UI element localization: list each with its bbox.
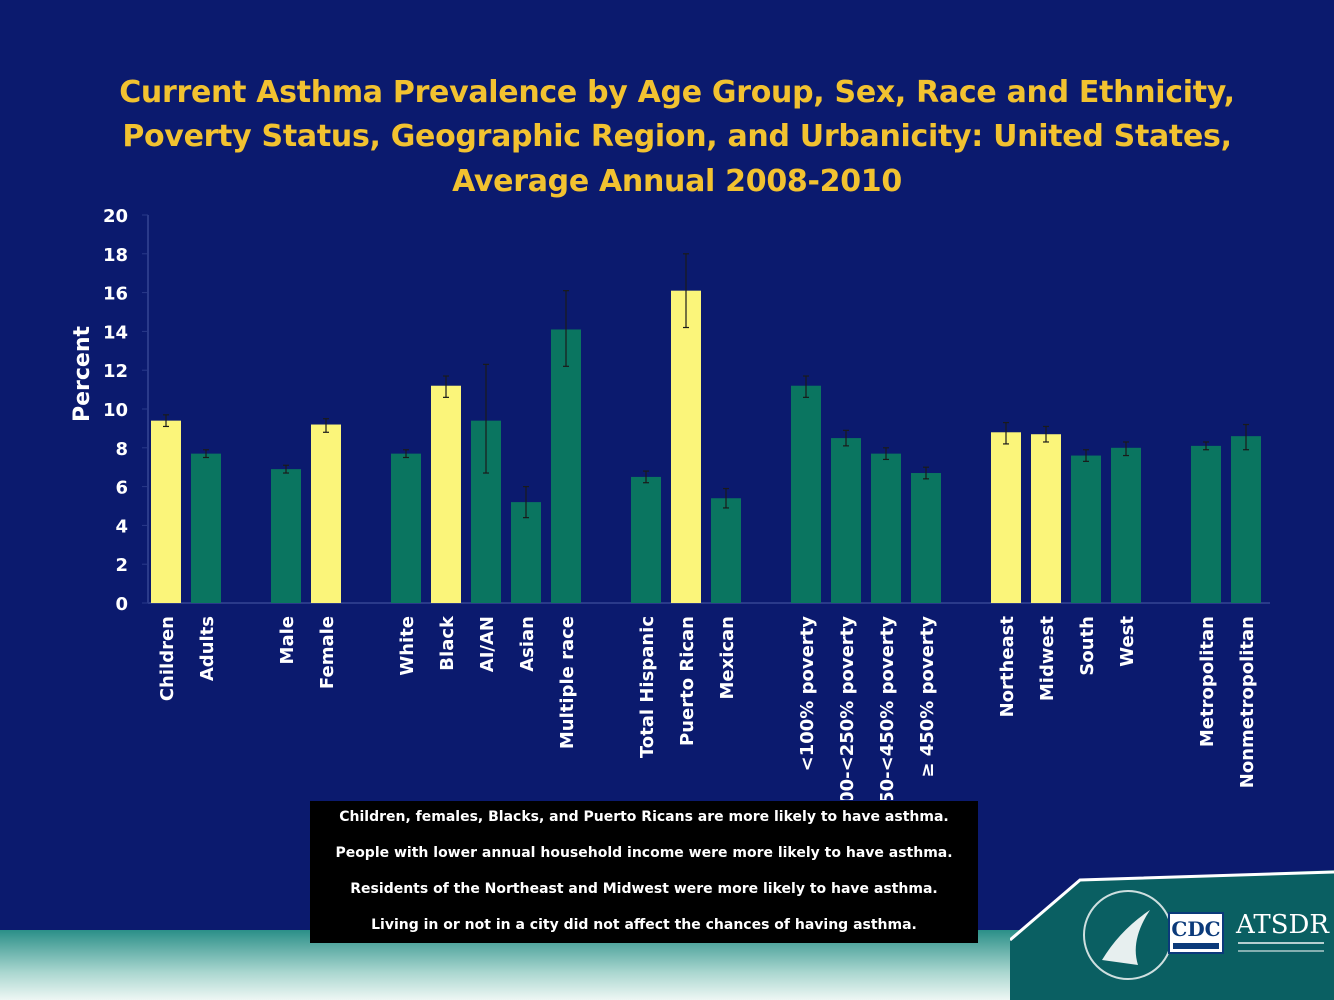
- y-tick-label: 10: [103, 400, 128, 421]
- bar: [511, 502, 541, 603]
- bar: [791, 385, 821, 603]
- cdc-logo: CDC: [1168, 912, 1224, 954]
- bar: [311, 424, 341, 603]
- y-tick-label: 2: [115, 555, 128, 576]
- x-tick-label: Mexican: [717, 616, 738, 700]
- x-tick-label: Puerto Rican: [677, 616, 698, 746]
- finding-4: Living in or not in a city did not affec…: [371, 917, 917, 933]
- y-tick-label: 20: [103, 206, 128, 227]
- bar: [1231, 436, 1261, 603]
- key-findings-box: Children, females, Blacks, and Puerto Ri…: [310, 801, 978, 943]
- x-tick-label: Nonmetropolitan: [1237, 616, 1258, 788]
- x-tick-label: White: [397, 616, 418, 676]
- x-tick-label: Female: [317, 616, 338, 689]
- bar: [1031, 434, 1061, 603]
- x-tick-label: Midwest: [1037, 616, 1058, 702]
- bar: [1111, 447, 1141, 603]
- x-tick-label: 250-<450% poverty: [877, 616, 898, 800]
- x-tick-label: Total Hispanic: [637, 616, 658, 758]
- bar: [551, 329, 581, 603]
- cdc-logo-text: CDC: [1171, 917, 1221, 941]
- bar: [631, 476, 661, 603]
- atsdr-logo-rule: [1238, 942, 1324, 952]
- bar: [871, 453, 901, 603]
- bar: [1071, 455, 1101, 603]
- x-tick-label: Children: [157, 616, 178, 701]
- x-tick-label: Male: [277, 616, 298, 664]
- finding-1: Children, females, Blacks, and Puerto Ri…: [339, 809, 949, 825]
- chart-title-line-2: Poverty Status, Geographic Region, and U…: [122, 119, 1232, 154]
- x-tick-label: AI/AN: [477, 616, 498, 672]
- x-tick-label: South: [1077, 616, 1098, 676]
- finding-3: Residents of the Northeast and Midwest w…: [350, 881, 938, 897]
- x-tick-label: West: [1117, 616, 1138, 667]
- bar: [711, 498, 741, 603]
- y-axis-label: Percent: [70, 326, 95, 423]
- bar: [831, 438, 861, 603]
- y-tick-label: 8: [115, 439, 128, 460]
- x-tick-label: <100% poverty: [797, 616, 818, 772]
- bar: [911, 473, 941, 603]
- x-tick-label: 100-<250% poverty: [837, 616, 858, 800]
- atsdr-logo: ATSDR: [1236, 910, 1329, 940]
- x-tick-label: Multiple race: [557, 616, 578, 749]
- x-tick-label: Metropolitan: [1197, 616, 1218, 747]
- bar: [671, 290, 701, 603]
- bar: [991, 432, 1021, 603]
- y-tick-label: 4: [115, 516, 128, 537]
- eagle-icon: [1102, 910, 1150, 965]
- y-tick-label: 6: [115, 478, 128, 499]
- bar-chart: 0 2 4 6 8 10 12 14 16 18 20 Percent Children Adults Ma…: [70, 206, 1270, 800]
- bar: [1191, 445, 1221, 603]
- y-tick-label: 12: [103, 361, 128, 382]
- x-tick-label: Northeast: [997, 616, 1018, 718]
- y-tick-label: 14: [103, 322, 128, 343]
- x-tick-label: Asian: [517, 616, 538, 672]
- finding-2: People with lower annual household incom…: [335, 845, 953, 861]
- y-tick-label: 16: [103, 284, 128, 305]
- x-tick-label: Adults: [197, 616, 218, 681]
- y-tick-label: 18: [103, 245, 128, 266]
- bar: [151, 420, 181, 603]
- y-tick-label: 0: [115, 594, 128, 615]
- chart-title-line-3: Average Annual 2008-2010: [452, 164, 902, 199]
- chart-title-line-1: Current Asthma Prevalence by Age Group, …: [119, 75, 1235, 110]
- x-tick-label: ≥ 450% poverty: [917, 616, 938, 778]
- bar: [191, 453, 221, 603]
- bar: [431, 385, 461, 603]
- bar: [271, 469, 301, 603]
- x-tick-label: Black: [437, 615, 458, 671]
- bar: [391, 453, 421, 603]
